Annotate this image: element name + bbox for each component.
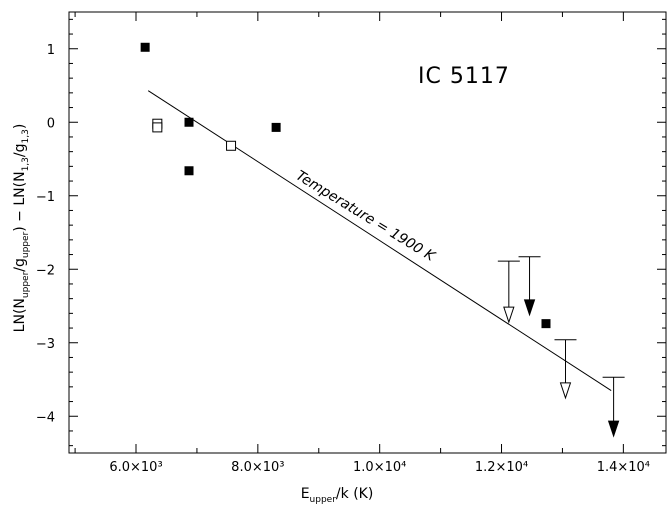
data-points xyxy=(140,42,625,438)
x-axis-ticks: 6.0×10³ 8.0×10³ 1.0×10⁴ 1.2×10⁴ 1.4×10⁴ xyxy=(74,12,650,475)
x-axis-label-rest: /k (K) xyxy=(336,486,373,502)
data-point-filled xyxy=(140,42,150,52)
y-axis-label-part2: /g xyxy=(12,258,28,272)
x-tick-label: 1.2×10⁴ xyxy=(475,460,528,475)
x-tick-label: 1.0×10⁴ xyxy=(353,460,406,475)
data-point-open xyxy=(152,122,163,133)
plot-frame xyxy=(68,11,667,454)
x-axis-label: Eupper/k (K) xyxy=(301,486,374,505)
data-point-filled xyxy=(271,122,281,132)
x-tick-label: 8.0×10³ xyxy=(231,460,284,475)
y-axis-label-part1: LN(N xyxy=(12,298,28,332)
y-tick-label: −2 xyxy=(36,263,55,278)
y-axis-label-sub2: upper xyxy=(21,231,31,258)
y-axis-label-part4: /g xyxy=(12,143,28,157)
fit-line-group xyxy=(147,90,612,391)
fit-line-label: Temperature = 1900 K xyxy=(293,168,439,266)
y-tick-label: 0 xyxy=(47,116,55,131)
y-tick-label: 1 xyxy=(47,43,55,58)
x-tick-label: 1.4×10⁴ xyxy=(597,460,650,475)
data-point-filled xyxy=(184,117,194,127)
y-tick-label: −3 xyxy=(36,337,55,352)
y-axis-label: LN(Nupper/gupper) − LN(N1,3/g1,3) xyxy=(12,124,31,333)
y-axis-ticks: 1 0 −1 −2 −3 −4 xyxy=(36,18,666,447)
y-axis-label-part3: ) − LN(N xyxy=(12,171,28,231)
chart-annotation: IC 5117 xyxy=(418,64,510,89)
upper-limit-arrow-open xyxy=(559,382,572,400)
data-point-filled xyxy=(541,319,551,329)
data-point-open xyxy=(226,140,237,151)
y-axis-label-sub1: upper xyxy=(21,271,31,298)
upper-limit-arrow-filled xyxy=(523,299,536,317)
upper-limit-arrow-filled xyxy=(607,420,620,438)
x-axis-label-main: E xyxy=(301,486,310,502)
y-axis-label-part5: ) xyxy=(12,124,28,129)
data-point-filled xyxy=(184,166,194,176)
x-tick-label: 6.0×10³ xyxy=(109,460,162,475)
y-axis-label-sub3: 1,3 xyxy=(21,157,31,171)
y-axis-label-sub4: 1,3 xyxy=(21,129,31,143)
y-tick-label: −4 xyxy=(36,410,55,425)
upper-limit-arrow-open xyxy=(503,306,515,324)
fit-line xyxy=(147,90,612,391)
x-axis-label-sub: upper xyxy=(310,495,337,505)
y-tick-label: −1 xyxy=(36,190,55,205)
